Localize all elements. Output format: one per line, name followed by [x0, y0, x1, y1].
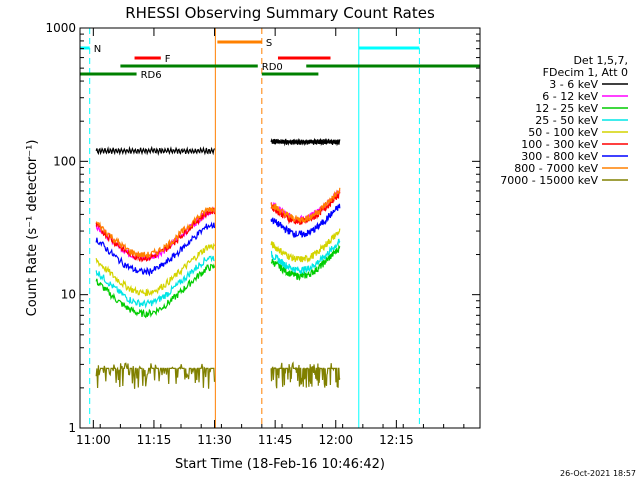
- series-segment: [95, 263, 216, 319]
- x-tick-label: 11:45: [258, 433, 293, 447]
- y-axis-label: Count Rate (s⁻¹ detector⁻¹): [25, 140, 40, 317]
- legend-entry-label: 300 - 800 keV: [521, 150, 598, 163]
- series-segment: [95, 255, 215, 309]
- flag-bars: N F S RD0 RD6: [80, 38, 480, 81]
- legend-entry-label: 12 - 25 keV: [535, 102, 598, 115]
- series-segment: [270, 361, 341, 389]
- flag-label: N: [94, 44, 101, 55]
- series-line: [95, 187, 341, 259]
- x-tick-label: 11:00: [76, 433, 111, 447]
- series-segment: [95, 242, 216, 297]
- flag-label: RD6: [141, 70, 162, 81]
- series-line: [95, 243, 341, 319]
- series-line: [95, 203, 341, 277]
- series-line: [95, 238, 341, 309]
- series-segment: [270, 137, 341, 147]
- legend-entry-label: 50 - 100 keV: [528, 126, 598, 139]
- series-segment: [270, 203, 341, 239]
- legend-entry-label: 100 - 300 keV: [521, 138, 598, 151]
- series-segment: [95, 145, 216, 156]
- legend-entry-label: 800 - 7000 keV: [514, 162, 598, 175]
- legend-entry-label: 3 - 6 keV: [549, 78, 598, 91]
- y-tick-label: 10: [61, 288, 76, 302]
- series-line: [95, 137, 341, 156]
- legend-header: FDecim 1, Att 0: [543, 66, 628, 79]
- series-line: [95, 228, 341, 297]
- flag-label: S: [266, 38, 272, 49]
- chart-title: RHESSI Observing Summary Count Rates: [125, 4, 435, 22]
- x-tick-label: 12:00: [318, 433, 353, 447]
- series-segment: [95, 221, 216, 277]
- data-series: [95, 137, 341, 389]
- series-segment: [270, 243, 341, 281]
- legend-entry-label: 25 - 50 keV: [535, 114, 598, 127]
- legend-header: Det 1,5,7,: [573, 54, 628, 67]
- footer-date: 26-Oct-2021 18:57: [560, 469, 636, 478]
- series-segment: [270, 187, 341, 224]
- legend-entry-label: 7000 - 15000 keV: [500, 174, 598, 187]
- x-tick-label: 11:30: [197, 433, 232, 447]
- flag-label: F: [165, 54, 171, 65]
- x-tick-label: 11:15: [137, 433, 172, 447]
- legend-entry-label: 6 - 12 keV: [542, 90, 598, 103]
- y-tick-label: 1: [68, 421, 76, 435]
- series-segment: [95, 206, 216, 259]
- x-tick-label: 12:15: [379, 433, 414, 447]
- plot-frame: [79, 27, 481, 429]
- series-line: [95, 361, 341, 389]
- x-axis-label: Start Time (18-Feb-16 10:46:42): [175, 457, 385, 472]
- series-segment: [95, 362, 216, 389]
- flag-label: RD0: [262, 62, 283, 73]
- series-segment: [270, 238, 341, 275]
- series-segment: [270, 228, 341, 264]
- y-tick-label: 100: [53, 154, 76, 168]
- y-tick-label: 1000: [45, 21, 76, 35]
- axes: 11:00 11:15 11:30 11:45 12:00 12:15 1 10 100 1000: [45, 21, 480, 447]
